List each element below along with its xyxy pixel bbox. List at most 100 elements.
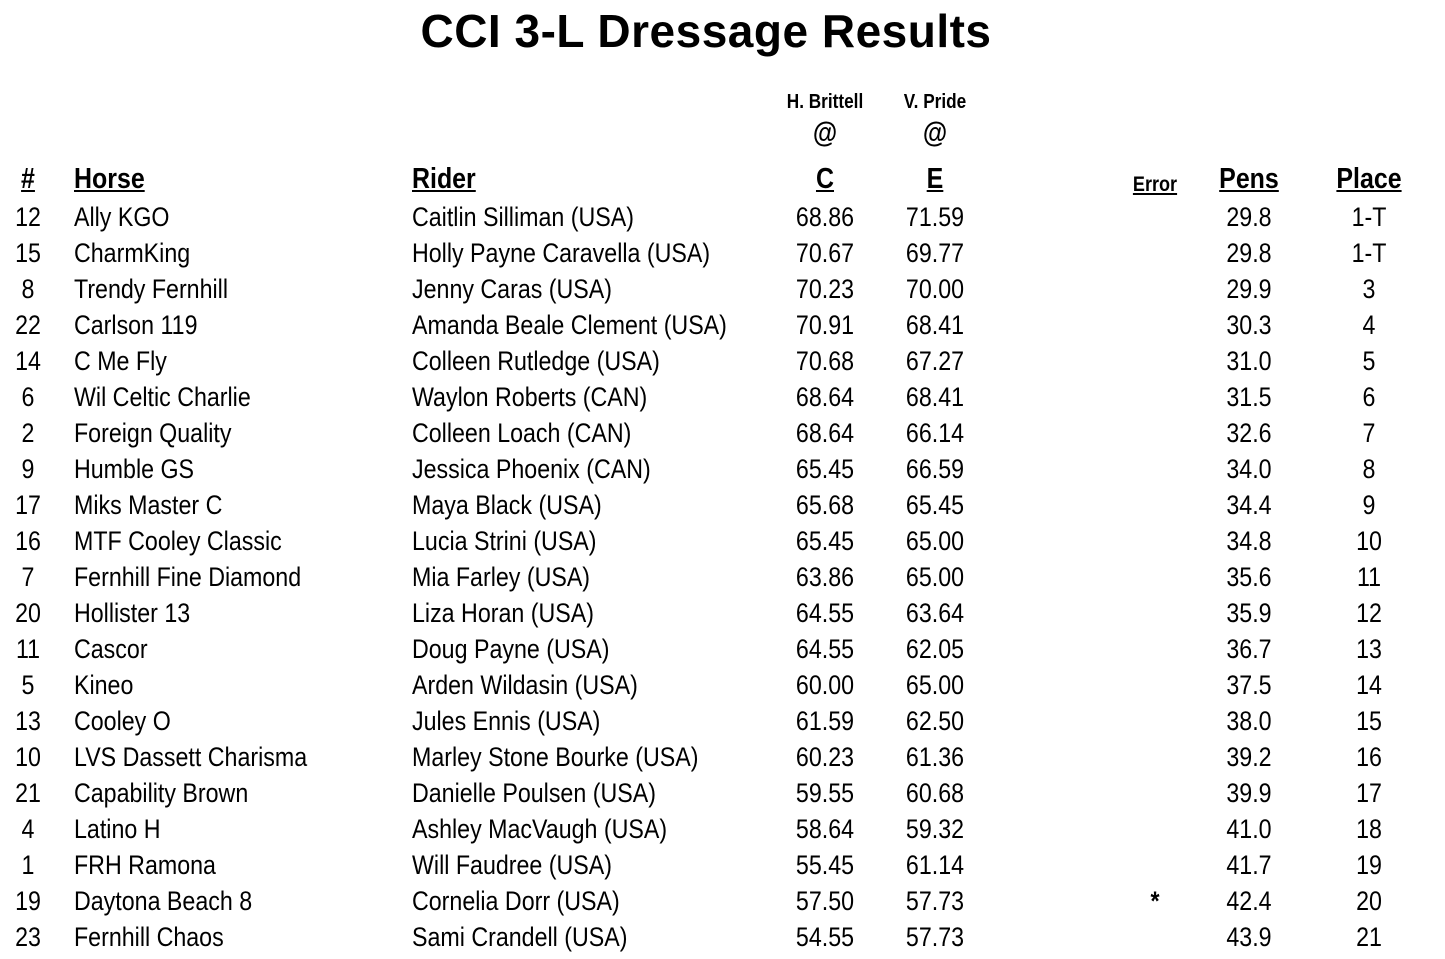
page-title: CCI 3-L Dressage Results xyxy=(420,5,992,57)
cell-number: 10 xyxy=(15,742,41,772)
cell-number: 17 xyxy=(15,490,41,520)
cell-place: 13 xyxy=(1356,634,1382,664)
cell-pens: 30.3 xyxy=(1226,310,1272,340)
cell-number: 7 xyxy=(21,562,35,592)
cell-score-judge-2: 70.00 xyxy=(905,274,965,304)
table-row: 13 Cooley O Jules Ennis (USA) 61.59 62.50 38.… xyxy=(0,703,1445,739)
cell-place: 10 xyxy=(1356,526,1382,556)
cell-rider: Colleen Rutledge (USA) xyxy=(412,346,660,376)
cell-score-judge-2: 63.64 xyxy=(905,598,965,628)
cell-place: 5 xyxy=(1362,346,1376,376)
judge-at: @ xyxy=(812,117,838,149)
cell-place: 19 xyxy=(1356,850,1382,880)
cell-number: 13 xyxy=(15,706,41,736)
cell-score-judge-1: 60.23 xyxy=(795,742,855,772)
cell-pens: 35.6 xyxy=(1226,562,1272,592)
cell-pens: 38.0 xyxy=(1226,706,1272,736)
cell-number: 20 xyxy=(15,598,41,628)
cell-score-judge-1: 61.59 xyxy=(795,706,855,736)
cell-horse: Latino H xyxy=(74,814,161,844)
cell-pens: 29.8 xyxy=(1226,238,1272,268)
cell-error: * xyxy=(1150,886,1160,916)
cell-score-judge-2: 65.00 xyxy=(905,562,965,592)
cell-number: 4 xyxy=(21,814,35,844)
cell-score-judge-1: 65.68 xyxy=(795,490,855,520)
cell-score-judge-1: 70.91 xyxy=(795,310,855,340)
cell-number: 1 xyxy=(21,850,35,880)
header-judge-2-position: E xyxy=(926,163,944,195)
cell-score-judge-1: 68.64 xyxy=(795,418,855,448)
cell-pens: 32.6 xyxy=(1226,418,1272,448)
cell-score-judge-2: 69.77 xyxy=(905,238,965,268)
cell-pens: 37.5 xyxy=(1226,670,1272,700)
table-row: 11 Cascor Doug Payne (USA) 64.55 62.05 36.7 13 xyxy=(0,631,1445,667)
cell-pens: 31.5 xyxy=(1226,382,1272,412)
cell-horse: FRH Ramona xyxy=(74,850,216,880)
cell-place: 15 xyxy=(1356,706,1382,736)
cell-score-judge-1: 70.23 xyxy=(795,274,855,304)
cell-score-judge-2: 62.50 xyxy=(905,706,965,736)
cell-score-judge-1: 57.50 xyxy=(795,886,855,916)
cell-score-judge-1: 64.55 xyxy=(795,634,855,664)
table-row: 23 Fernhill Chaos Sami Crandell (USA) 54.55… xyxy=(0,919,1445,955)
header-number: # xyxy=(21,163,35,195)
cell-rider: Colleen Loach (CAN) xyxy=(412,418,632,448)
cell-pens: 29.9 xyxy=(1226,274,1272,304)
cell-horse: Trendy Fernhill xyxy=(74,274,228,304)
cell-horse: Foreign Quality xyxy=(74,418,232,448)
cell-score-judge-1: 63.86 xyxy=(795,562,855,592)
cell-score-judge-1: 60.00 xyxy=(795,670,855,700)
cell-score-judge-1: 59.55 xyxy=(795,778,855,808)
cell-place: 1-T xyxy=(1351,202,1387,232)
cell-rider: Will Faudree (USA) xyxy=(412,850,612,880)
cell-rider: Caitlin Silliman (USA) xyxy=(412,202,634,232)
cell-horse: Kineo xyxy=(74,670,134,700)
cell-place: 8 xyxy=(1362,454,1376,484)
table-row: 2 Foreign Quality Colleen Loach (CAN) 68.64… xyxy=(0,415,1445,451)
cell-place: 1-T xyxy=(1351,238,1387,268)
table-row: 20 Hollister 13 Liza Horan (USA) 64.55 63.64… xyxy=(0,595,1445,631)
cell-place: 14 xyxy=(1356,670,1382,700)
cell-score-judge-1: 64.55 xyxy=(795,598,855,628)
cell-number: 8 xyxy=(21,274,35,304)
cell-score-judge-1: 65.45 xyxy=(795,454,855,484)
cell-score-judge-1: 54.55 xyxy=(795,922,855,952)
cell-place: 9 xyxy=(1362,490,1376,520)
cell-number: 2 xyxy=(21,418,35,448)
table-row: 19 Daytona Beach 8 Cornelia Dorr (USA) 57.5… xyxy=(0,883,1445,919)
cell-number: 16 xyxy=(15,526,41,556)
cell-horse: Carlson 119 xyxy=(74,310,198,340)
cell-horse: Ally KGO xyxy=(74,202,170,232)
cell-horse: LVS Dassett Charisma xyxy=(74,742,308,772)
cell-number: 14 xyxy=(15,346,41,376)
cell-place: 17 xyxy=(1356,778,1382,808)
cell-horse: Cascor xyxy=(74,634,148,664)
judge-header-2: V. Pride @ xyxy=(888,90,983,152)
cell-pens: 39.2 xyxy=(1226,742,1272,772)
cell-horse: Miks Master C xyxy=(74,490,223,520)
judge-name: H. Brittell xyxy=(786,91,864,113)
cell-rider: Arden Wildasin (USA) xyxy=(412,670,638,700)
cell-number: 12 xyxy=(15,202,41,232)
table-row: 5 Kineo Arden Wildasin (USA) 60.00 65.00 37.5… xyxy=(0,667,1445,703)
cell-score-judge-2: 65.00 xyxy=(905,670,965,700)
cell-horse: Capability Brown xyxy=(74,778,249,808)
header-place: Place xyxy=(1336,163,1402,195)
cell-pens: 31.0 xyxy=(1226,346,1272,376)
cell-pens: 41.0 xyxy=(1226,814,1272,844)
cell-number: 23 xyxy=(15,922,41,952)
cell-rider: Doug Payne (USA) xyxy=(412,634,610,664)
cell-horse: MTF Cooley Classic xyxy=(74,526,282,556)
table-row: 17 Miks Master C Maya Black (USA) 65.68 65.4… xyxy=(0,487,1445,523)
cell-horse: CharmKing xyxy=(74,238,191,268)
cell-score-judge-2: 57.73 xyxy=(905,922,965,952)
cell-score-judge-2: 68.41 xyxy=(905,310,965,340)
header-judge-1-position: C xyxy=(815,163,835,195)
cell-pens: 34.4 xyxy=(1226,490,1272,520)
cell-rider: Lucia Strini (USA) xyxy=(412,526,597,556)
cell-place: 3 xyxy=(1362,274,1376,304)
cell-score-judge-2: 71.59 xyxy=(905,202,965,232)
cell-score-judge-2: 67.27 xyxy=(905,346,965,376)
cell-number: 19 xyxy=(15,886,41,916)
cell-rider: Liza Horan (USA) xyxy=(412,598,594,628)
